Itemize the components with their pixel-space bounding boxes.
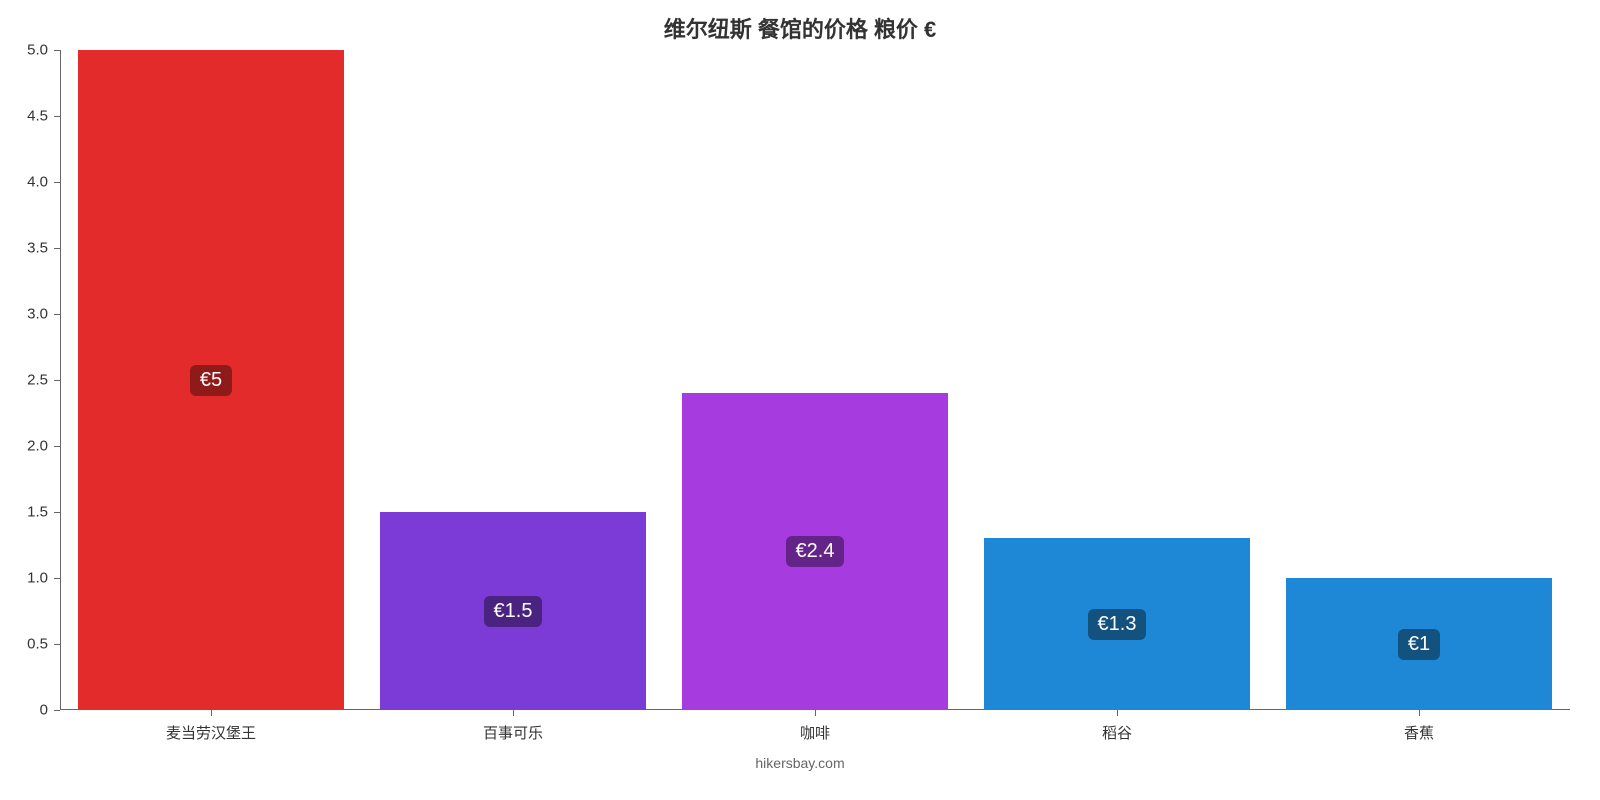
y-tick-label: 1.5 (27, 504, 48, 521)
y-tick-label: 0 (40, 702, 48, 719)
y-tick-mark (54, 578, 60, 579)
bars-container: €5 €1.5 €2.4 €1.3 €1 (60, 50, 1570, 710)
x-tick-mark (815, 710, 816, 716)
y-tick-mark (54, 314, 60, 315)
y-tick-mark (54, 380, 60, 381)
bar-value-label: €1 (1398, 629, 1440, 660)
bar: €5 (78, 50, 344, 710)
bar-slot: €5 (60, 50, 362, 710)
bar-slot: €1 (1268, 50, 1570, 710)
y-tick-mark (54, 446, 60, 447)
y-tick-label: 0.5 (27, 636, 48, 653)
y-tick-mark (54, 710, 60, 711)
x-tick-label: 麦当劳汉堡王 (60, 722, 362, 743)
attribution-text: hikersbay.com (0, 755, 1600, 771)
bar: €2.4 (682, 393, 948, 710)
y-tick-mark (54, 50, 60, 51)
y-tick-label: 4.0 (27, 174, 48, 191)
y-tick-mark (54, 512, 60, 513)
bar: €1.3 (984, 538, 1250, 710)
bar-slot: €2.4 (664, 50, 966, 710)
price-bar-chart: 维尔纽斯 餐馆的价格 粮价 € €5 €1.5 €2.4 €1.3 €1 0 0.5 1.0… (0, 0, 1600, 800)
bar-value-label: €1.3 (1088, 609, 1147, 640)
x-tick-label: 稻谷 (966, 722, 1268, 743)
bar: €1 (1286, 578, 1552, 710)
chart-title: 维尔纽斯 餐馆的价格 粮价 € (0, 12, 1600, 44)
y-tick-label: 2.5 (27, 372, 48, 389)
y-tick-label: 3.5 (27, 240, 48, 257)
y-tick-mark (54, 248, 60, 249)
y-tick-label: 2.0 (27, 438, 48, 455)
x-tick-label: 香蕉 (1268, 722, 1570, 743)
x-tick-mark (1419, 710, 1420, 716)
y-tick-label: 4.5 (27, 108, 48, 125)
x-tick-mark (211, 710, 212, 716)
y-tick-label: 1.0 (27, 570, 48, 587)
y-tick-mark (54, 116, 60, 117)
bar-value-label: €2.4 (786, 536, 845, 567)
bar-slot: €1.5 (362, 50, 664, 710)
y-tick-label: 3.0 (27, 306, 48, 323)
x-tick-mark (513, 710, 514, 716)
y-tick-label: 5.0 (27, 42, 48, 59)
plot-area: €5€1.5€2.4€1.3€1 00.51.01.52.02.53.03.54… (60, 50, 1570, 710)
x-tick-mark (1117, 710, 1118, 716)
bar: €1.5 (380, 512, 646, 710)
bar-slot: €1.3 (966, 50, 1268, 710)
y-tick-mark (54, 182, 60, 183)
x-tick-label: 咖啡 (664, 722, 966, 743)
bar-value-label: €1.5 (484, 596, 543, 627)
x-tick-label: 百事可乐 (362, 722, 664, 743)
y-tick-mark (54, 644, 60, 645)
bar-value-label: €5 (190, 365, 232, 396)
